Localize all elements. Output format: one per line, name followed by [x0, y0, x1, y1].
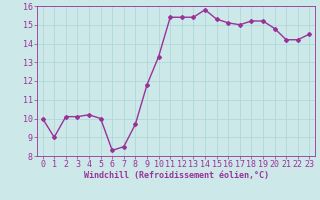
- X-axis label: Windchill (Refroidissement éolien,°C): Windchill (Refroidissement éolien,°C): [84, 171, 268, 180]
